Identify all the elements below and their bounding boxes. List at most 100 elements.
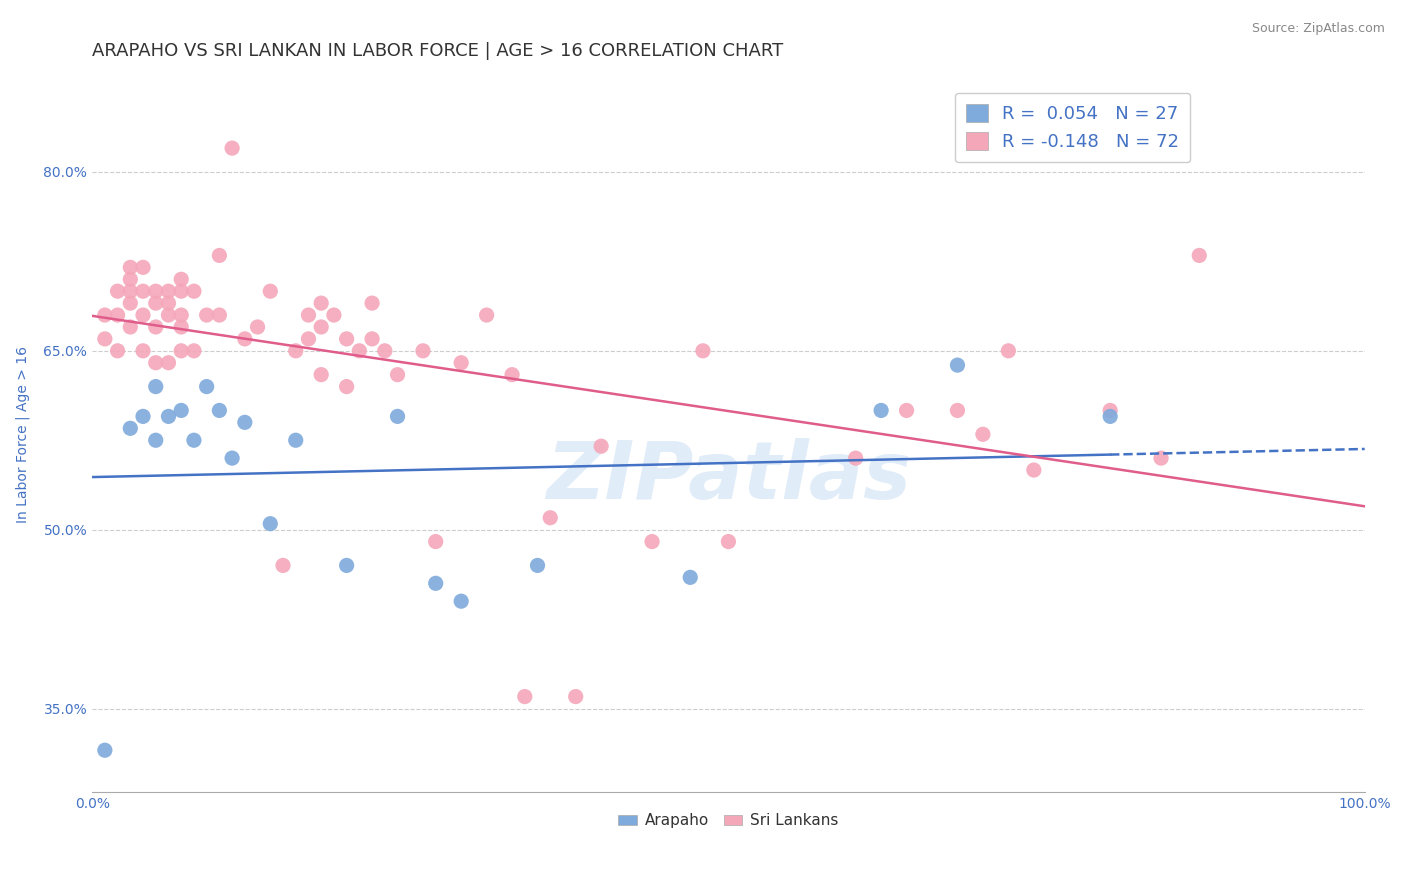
Point [361,332,384,346]
Point [679,570,702,584]
Point [513,690,536,704]
Point [183,284,205,298]
Point [845,451,868,466]
Point [145,296,167,310]
Point [120,260,142,275]
Point [145,320,167,334]
Point [1099,403,1122,417]
Point [94,743,117,757]
Point [183,434,205,448]
Point [183,343,205,358]
Point [284,343,307,358]
Point [145,434,167,448]
Point [94,308,117,322]
Point [132,260,155,275]
Point [157,356,180,370]
Point [233,332,256,346]
Point [120,320,142,334]
Point [157,296,180,310]
Point [336,379,359,393]
Point [145,284,167,298]
Point [170,272,193,286]
Point [170,308,193,322]
Point [246,320,269,334]
Point [132,409,155,424]
Point [501,368,523,382]
Point [170,343,193,358]
Point [387,409,409,424]
Point [195,379,218,393]
Point [309,368,332,382]
Point [450,594,472,608]
Legend: Arapaho, Sri Lankans: Arapaho, Sri Lankans [613,807,845,834]
Point [259,516,281,531]
Point [170,403,193,417]
Point [946,358,969,372]
Point [336,332,359,346]
Point [157,308,180,322]
Point [195,308,218,322]
Point [309,320,332,334]
Text: Source: ZipAtlas.com: Source: ZipAtlas.com [1251,22,1385,36]
Point [412,343,434,358]
Y-axis label: In Labor Force | Age > 16: In Labor Force | Age > 16 [15,346,30,523]
Point [972,427,994,442]
Text: ZIPatlas: ZIPatlas [546,438,911,516]
Point [221,451,243,466]
Point [132,343,155,358]
Point [208,403,231,417]
Point [322,308,344,322]
Point [170,284,193,298]
Point [387,368,409,382]
Point [120,296,142,310]
Point [145,356,167,370]
Point [349,343,371,358]
Point [641,534,664,549]
Point [170,320,193,334]
Point [717,534,740,549]
Point [526,558,548,573]
Point [1150,451,1173,466]
Point [271,558,294,573]
Point [425,576,447,591]
Point [475,308,498,322]
Point [591,439,613,453]
Point [208,308,231,322]
Point [120,421,142,435]
Point [107,284,129,298]
Point [259,284,281,298]
Point [425,534,447,549]
Point [221,141,243,155]
Point [1099,409,1122,424]
Point [284,434,307,448]
Point [361,296,384,310]
Point [870,403,893,417]
Point [692,343,714,358]
Point [1188,248,1211,262]
Point [997,343,1019,358]
Point [233,415,256,429]
Text: ARAPAHO VS SRI LANKAN IN LABOR FORCE | AGE > 16 CORRELATION CHART: ARAPAHO VS SRI LANKAN IN LABOR FORCE | A… [93,42,783,60]
Point [297,332,319,346]
Point [564,690,586,704]
Point [297,308,319,322]
Point [107,308,129,322]
Point [309,296,332,310]
Point [120,284,142,298]
Point [538,510,561,524]
Point [120,272,142,286]
Point [157,284,180,298]
Point [157,409,180,424]
Point [336,558,359,573]
Point [208,248,231,262]
Point [132,308,155,322]
Point [946,403,969,417]
Point [94,332,117,346]
Point [132,284,155,298]
Point [896,403,918,417]
Point [374,343,396,358]
Point [145,379,167,393]
Point [450,356,472,370]
Point [1022,463,1045,477]
Point [107,343,129,358]
